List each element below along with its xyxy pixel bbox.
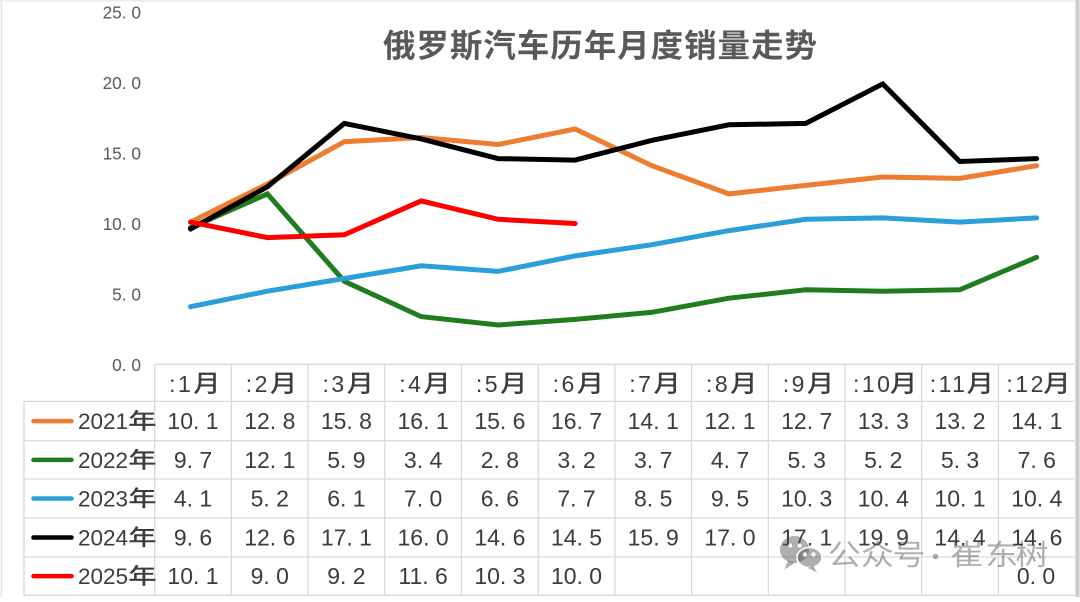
svg-text::8: :8: [706, 371, 730, 397]
svg-text:7. 6: 7. 6: [1018, 447, 1056, 473]
svg-text:10. 3: 10. 3: [781, 485, 832, 511]
svg-text:9. 2: 9. 2: [327, 563, 365, 589]
svg-text:2021: 2021: [78, 409, 128, 434]
svg-text:10. 3: 10. 3: [474, 563, 525, 589]
svg-text::4: :4: [399, 371, 423, 397]
svg-text::7: :7: [629, 371, 653, 397]
svg-text:16. 1: 16. 1: [398, 408, 449, 434]
svg-text:12. 1: 12. 1: [244, 447, 295, 473]
svg-text:7. 7: 7. 7: [557, 485, 595, 511]
svg-text:3. 7: 3. 7: [634, 447, 672, 473]
svg-text::5: :5: [476, 371, 500, 397]
svg-text:2023: 2023: [78, 486, 128, 511]
svg-text:9. 0: 9. 0: [251, 563, 289, 589]
svg-text:6. 6: 6. 6: [481, 485, 519, 511]
svg-text:5. 0: 5. 0: [112, 285, 141, 305]
svg-text:2025: 2025: [78, 564, 128, 589]
svg-text:14. 4: 14. 4: [934, 524, 985, 550]
svg-text:3. 4: 3. 4: [404, 447, 443, 473]
svg-text:13. 3: 13. 3: [858, 408, 909, 434]
svg-text:5. 2: 5. 2: [251, 485, 289, 511]
svg-text:19. 9: 19. 9: [858, 524, 909, 550]
svg-text:12. 7: 12. 7: [781, 408, 832, 434]
svg-text::2: :2: [246, 371, 270, 397]
svg-text:10. 4: 10. 4: [858, 485, 909, 511]
svg-text:5. 2: 5. 2: [864, 447, 902, 473]
svg-text:0. 0: 0. 0: [112, 355, 141, 375]
svg-text:12. 6: 12. 6: [244, 524, 295, 550]
svg-text:14. 6: 14. 6: [1011, 524, 1062, 550]
svg-text:5. 3: 5. 3: [941, 447, 979, 473]
svg-text:9. 7: 9. 7: [174, 447, 212, 473]
svg-text:2022: 2022: [78, 448, 128, 473]
svg-text:10. 4: 10. 4: [1011, 485, 1062, 511]
svg-text:12. 1: 12. 1: [704, 408, 755, 434]
svg-text:8. 5: 8. 5: [634, 485, 672, 511]
svg-text:14. 5: 14. 5: [551, 524, 602, 550]
svg-text:12. 8: 12. 8: [244, 408, 295, 434]
svg-text:14. 6: 14. 6: [474, 524, 525, 550]
svg-text:2024: 2024: [78, 525, 128, 550]
svg-text:10. 1: 10. 1: [934, 485, 985, 511]
svg-text:6. 1: 6. 1: [327, 485, 365, 511]
svg-text::1: :1: [169, 371, 193, 397]
svg-text::12: :12: [1006, 371, 1045, 397]
svg-text::6: :6: [553, 371, 577, 397]
svg-text:17. 0: 17. 0: [704, 524, 755, 550]
svg-text:2. 8: 2. 8: [481, 447, 519, 473]
svg-text::9: :9: [783, 371, 807, 397]
svg-text:14. 1: 14. 1: [628, 408, 679, 434]
svg-text:5. 9: 5. 9: [327, 447, 365, 473]
svg-text:9. 6: 9. 6: [174, 524, 212, 550]
svg-text:25. 0: 25. 0: [103, 3, 141, 23]
svg-text::10: :10: [853, 371, 892, 397]
svg-text:16. 0: 16. 0: [398, 524, 449, 550]
svg-text:5. 3: 5. 3: [788, 447, 826, 473]
svg-text:14. 1: 14. 1: [1011, 408, 1062, 434]
svg-text:10. 0: 10. 0: [103, 214, 141, 234]
svg-text:15. 8: 15. 8: [321, 408, 372, 434]
svg-text:10. 1: 10. 1: [167, 408, 218, 434]
svg-text:0. 0: 0. 0: [1017, 563, 1055, 589]
svg-text:9. 5: 9. 5: [711, 485, 749, 511]
svg-text:3. 2: 3. 2: [557, 447, 595, 473]
svg-text:17. 1: 17. 1: [321, 524, 372, 550]
svg-text:20. 0: 20. 0: [103, 73, 141, 93]
svg-text:4. 7: 4. 7: [711, 447, 749, 473]
svg-text:15. 0: 15. 0: [103, 144, 141, 164]
svg-text:10. 0: 10. 0: [551, 563, 602, 589]
svg-text:15. 9: 15. 9: [628, 524, 679, 550]
svg-text:13. 2: 13. 2: [934, 408, 985, 434]
svg-text::3: :3: [323, 371, 347, 397]
svg-text:16. 7: 16. 7: [551, 408, 602, 434]
svg-text:10. 1: 10. 1: [167, 563, 218, 589]
svg-text:15. 6: 15. 6: [474, 408, 525, 434]
svg-text:4. 1: 4. 1: [174, 485, 212, 511]
svg-text:7. 0: 7. 0: [404, 485, 442, 511]
svg-text:11. 6: 11. 6: [398, 563, 447, 589]
svg-text::11: :11: [930, 371, 968, 397]
